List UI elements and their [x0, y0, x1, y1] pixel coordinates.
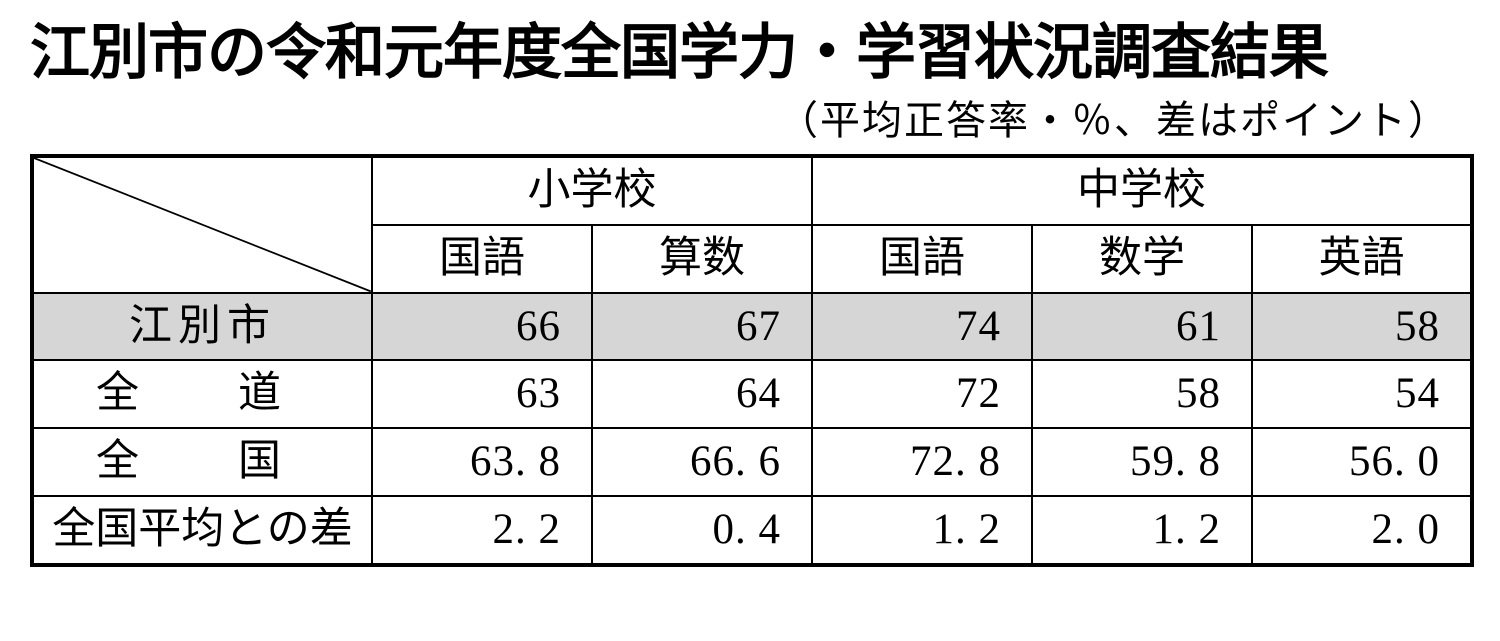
cell: 72: [812, 360, 1032, 428]
header-junior: 中学校: [812, 156, 1472, 225]
row-label: 全国平均との差: [32, 496, 372, 565]
header-row-groups: 小学校 中学校: [32, 156, 1472, 225]
header-jr-jp: 国語: [812, 225, 1032, 293]
header-elem-jp: 国語: [372, 225, 592, 293]
header-elem-math: 算数: [592, 225, 812, 293]
cell: 64: [592, 360, 812, 428]
cell: 2. 2: [372, 496, 592, 565]
row-label: 全 道: [32, 360, 372, 428]
cell: 61: [1032, 293, 1252, 361]
cell: 1. 2: [812, 496, 1032, 565]
table-row: 江別市 66 67 74 61 58: [32, 293, 1472, 361]
figure-title: 江別市の令和元年度全国学力・学習状況調査結果: [30, 20, 1470, 86]
cell: 54: [1252, 360, 1472, 428]
cell: 58: [1032, 360, 1252, 428]
cell: 67: [592, 293, 812, 361]
header-elementary: 小学校: [372, 156, 812, 225]
cell: 66. 6: [592, 428, 812, 496]
row-label: 全 国: [32, 428, 372, 496]
header-jr-en: 英語: [1252, 225, 1472, 293]
header-jr-math: 数学: [1032, 225, 1252, 293]
diagonal-line-icon: [34, 158, 371, 292]
cell: 0. 4: [592, 496, 812, 565]
table-row: 全 国 63. 8 66. 6 72. 8 59. 8 56. 0: [32, 428, 1472, 496]
cell: 74: [812, 293, 1032, 361]
cell: 58: [1252, 293, 1472, 361]
cell: 59. 8: [1032, 428, 1252, 496]
corner-diagonal-cell: [32, 156, 372, 293]
cell: 1. 2: [1032, 496, 1252, 565]
results-table: 小学校 中学校 国語 算数 国語 数学 英語 江別市 66 67 74 61 5…: [30, 154, 1474, 567]
figure-subtitle: （平均正答率・％、差はポイント）: [30, 88, 1470, 146]
table-row: 全国平均との差 2. 2 0. 4 1. 2 1. 2 2. 0: [32, 496, 1472, 565]
cell: 63: [372, 360, 592, 428]
table-row: 全 道 63 64 72 58 54: [32, 360, 1472, 428]
cell: 2. 0: [1252, 496, 1472, 565]
cell: 72. 8: [812, 428, 1032, 496]
cell: 66: [372, 293, 592, 361]
cell: 63. 8: [372, 428, 592, 496]
cell: 56. 0: [1252, 428, 1472, 496]
table-figure: 江別市の令和元年度全国学力・学習状況調査結果 （平均正答率・％、差はポイント） …: [0, 0, 1500, 597]
row-label: 江別市: [32, 293, 372, 361]
